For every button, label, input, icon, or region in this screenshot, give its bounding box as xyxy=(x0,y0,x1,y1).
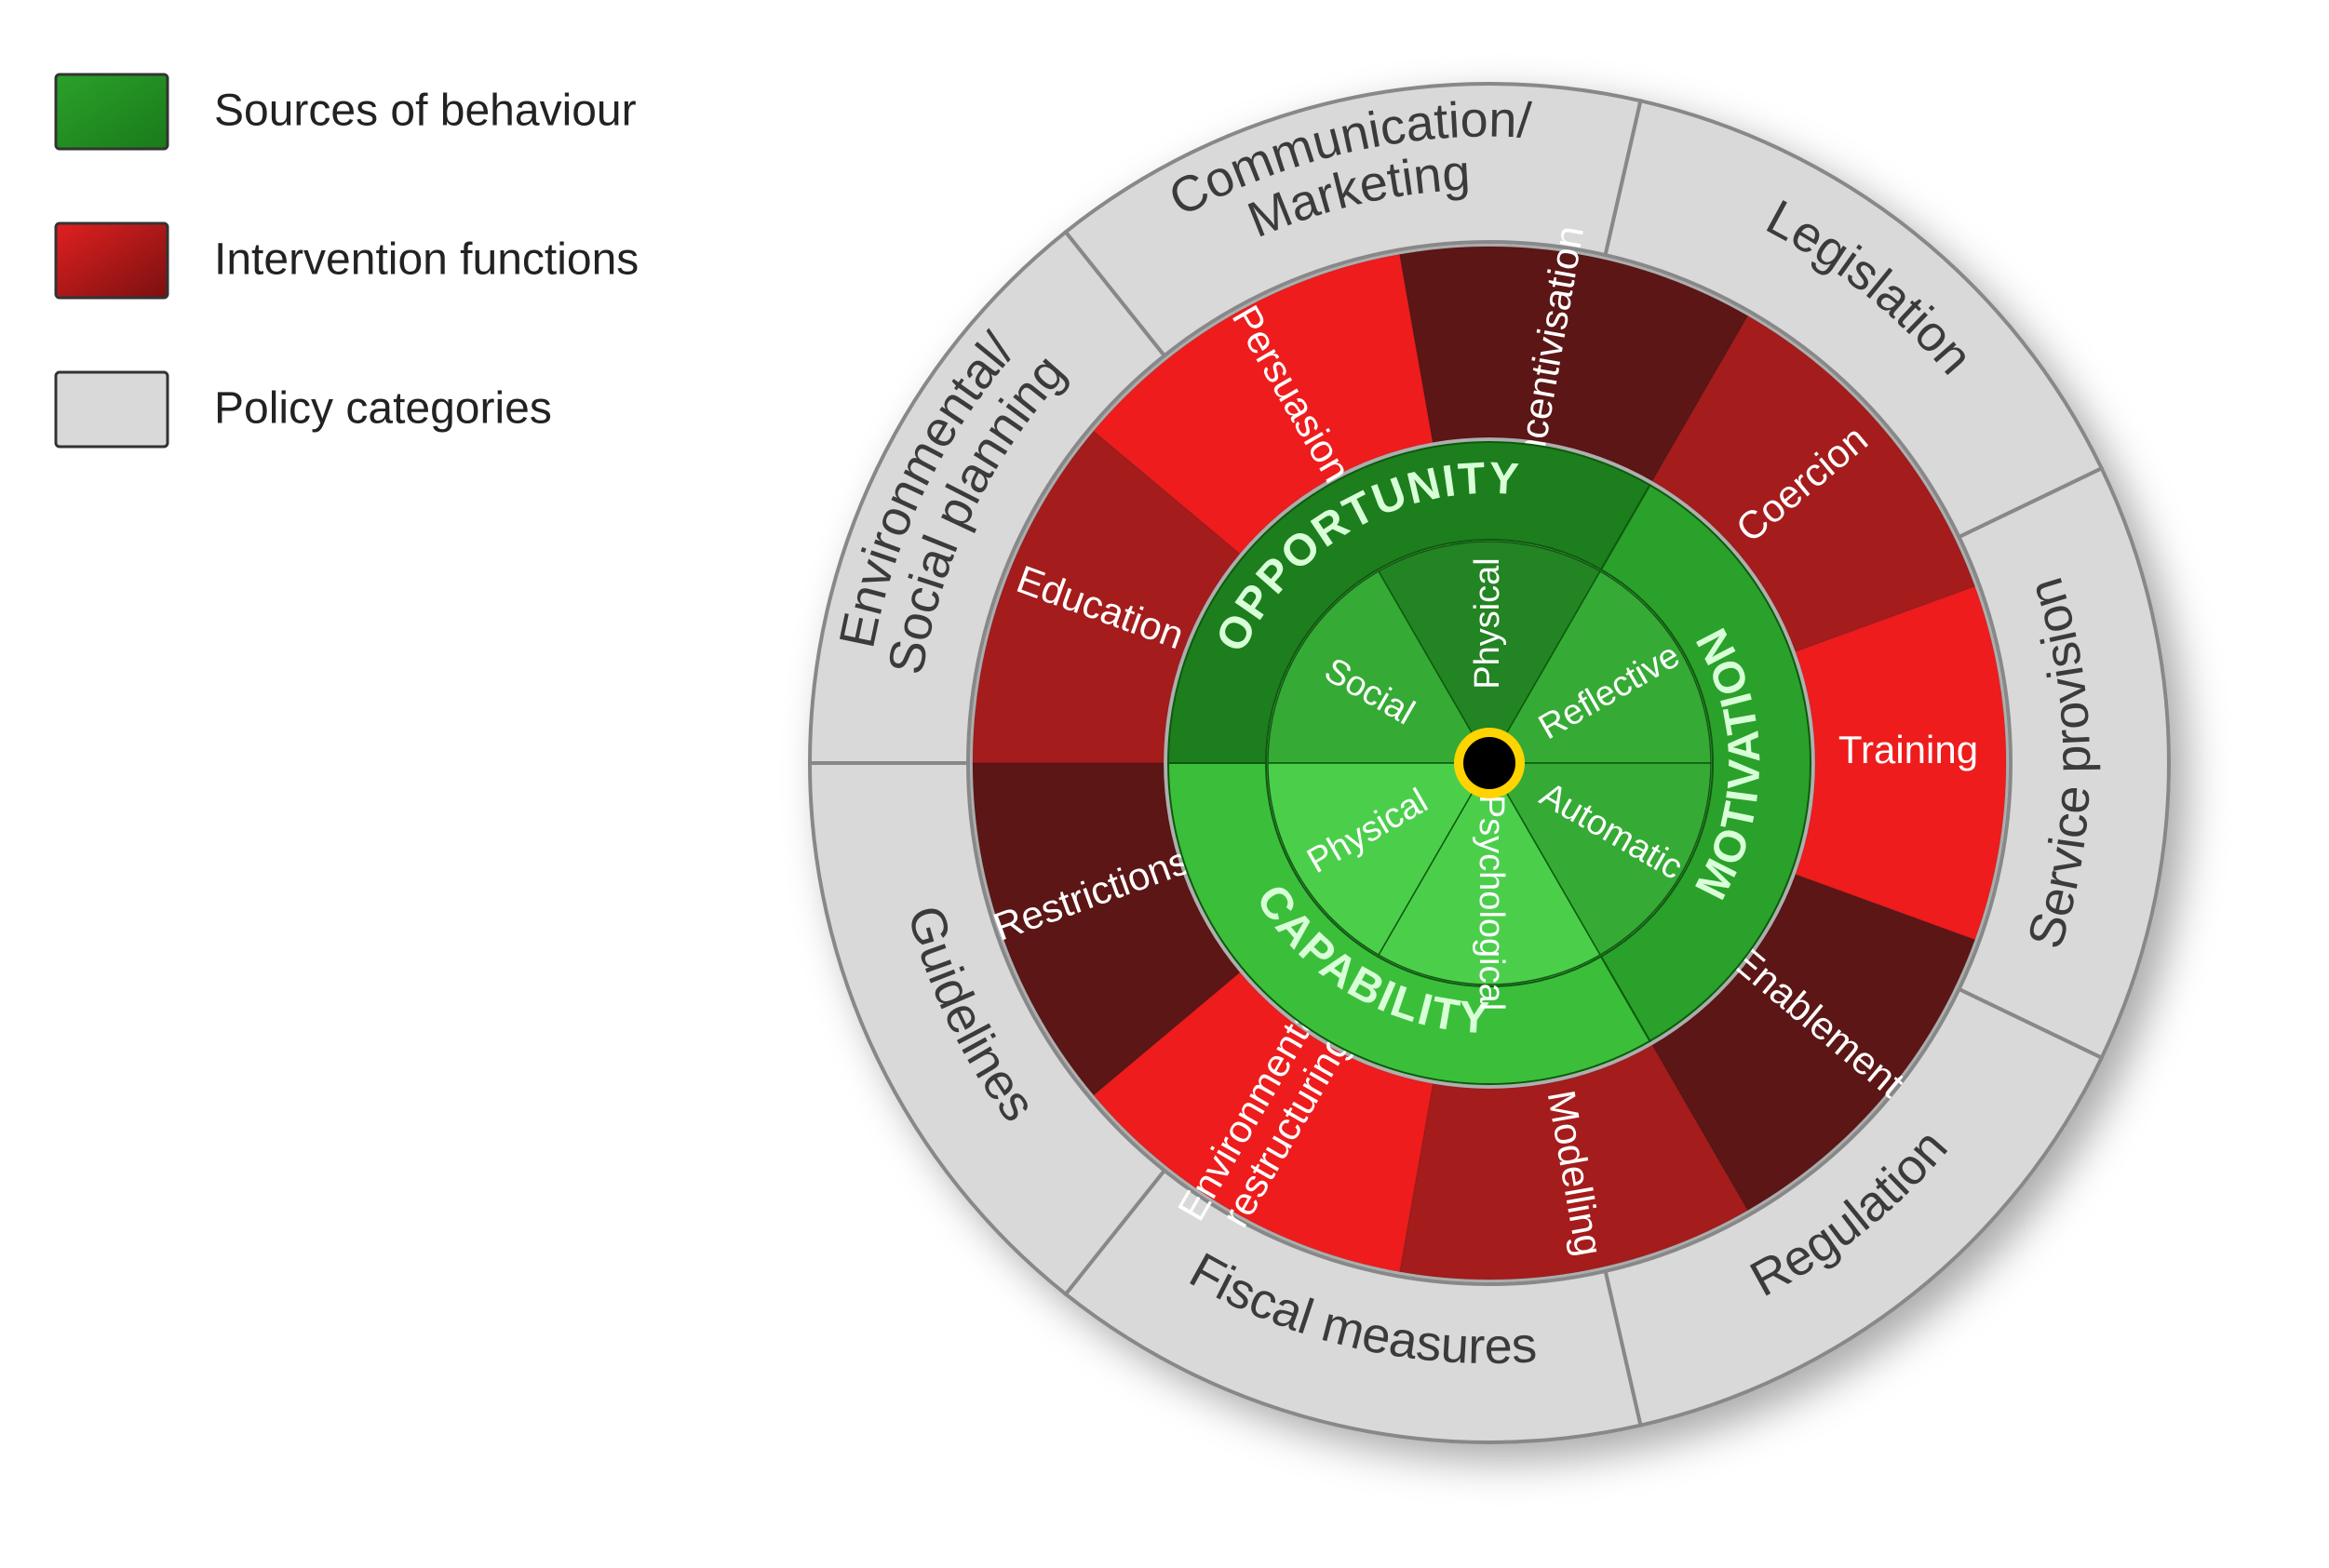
legend-swatch xyxy=(56,372,168,447)
legend-label: Sources of behaviour xyxy=(214,86,637,135)
hub-center xyxy=(1463,737,1515,789)
legend: Sources of behaviour Intervention functio… xyxy=(56,74,639,447)
intervention-label: Training xyxy=(1838,728,1978,771)
legend-swatch xyxy=(56,223,168,298)
legend-swatch xyxy=(56,74,168,149)
behaviour-change-wheel: Sources of behaviour Intervention functio… xyxy=(0,0,2329,1568)
source-sub-label: Physical xyxy=(1468,557,1507,690)
legend-label: Policy categories xyxy=(214,383,552,433)
wheel: Environmental/Social planningCommunicati… xyxy=(810,84,2169,1442)
source-sub-label: Psychological xyxy=(1472,795,1511,1011)
legend-label: Intervention functions xyxy=(214,235,639,284)
